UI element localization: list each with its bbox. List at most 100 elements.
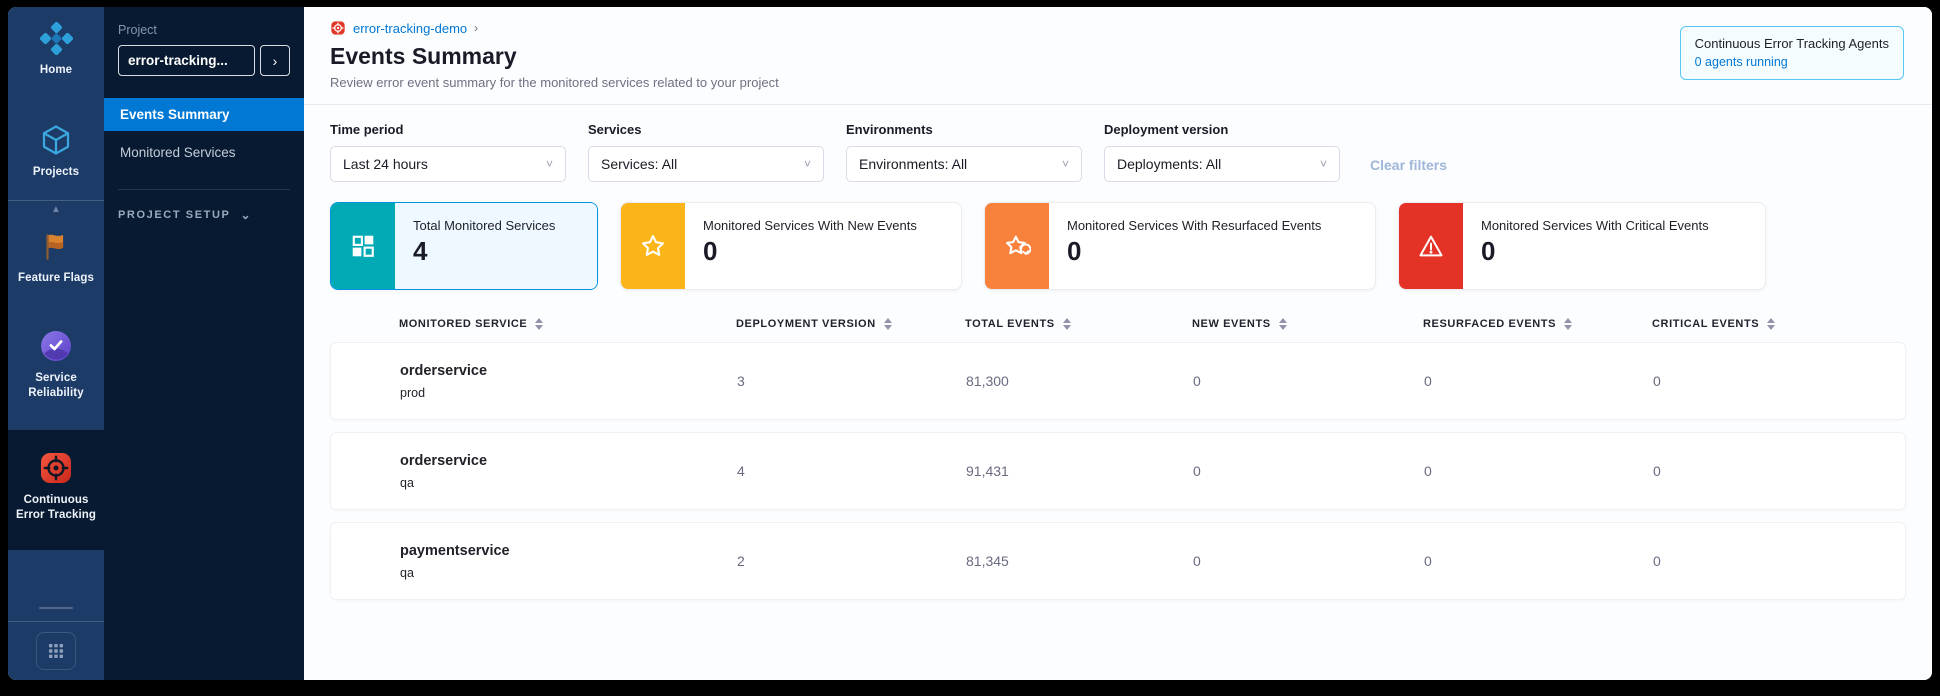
chevron-right-icon: ›	[272, 52, 278, 69]
sort-icon[interactable]	[1062, 318, 1071, 330]
project-selector[interactable]: error-tracking...	[118, 45, 255, 76]
page-subtitle: Review error event summary for the monit…	[330, 75, 779, 90]
card-value: 0	[1067, 236, 1082, 266]
environments-value: Environments: All	[859, 156, 968, 172]
sidebar-item-continuous-error-tracking[interactable]: Continuous Error Tracking	[8, 429, 104, 550]
module-nav-divider	[8, 200, 104, 202]
error-tracking-target-icon	[330, 20, 346, 36]
filter-bar: Time period Last 24 hours ˅ Services Ser…	[304, 105, 1932, 194]
chevron-down-icon: ˅	[545, 157, 553, 171]
sidebar-item-service-reliability[interactable]: Service Reliability	[8, 315, 104, 414]
nav-item-events-summary[interactable]: Events Summary	[104, 98, 304, 131]
collapse-handle[interactable]	[39, 607, 73, 609]
column-header-new-events[interactable]: New Events	[1192, 318, 1423, 330]
sidebar-item-label: Feature Flags	[17, 272, 95, 285]
table-header: Monitored Service Deployment Version Tot…	[330, 318, 1906, 330]
services-select[interactable]: Services: All ˅	[588, 146, 824, 182]
column-label: Monitored Service	[399, 318, 528, 330]
sidebar-item-label: Projects	[32, 165, 80, 178]
warning-triangle-icon	[1417, 232, 1445, 260]
card-value: 0	[703, 236, 718, 266]
service-reliability-icon	[38, 328, 74, 364]
card-value: 0	[1481, 236, 1496, 266]
column-label: Deployment Version	[736, 318, 876, 330]
summary-cards: Total Monitored Services 4 Monitored Ser…	[304, 194, 1932, 306]
services-label: Services	[588, 122, 642, 137]
star-icon	[639, 232, 667, 260]
table-row[interactable]: orderservice prod 3 81,300 0 0 0	[330, 342, 1906, 420]
chevron-down-icon: ˅	[1319, 157, 1327, 171]
card-critical-events[interactable]: Monitored Services With Critical Events …	[1398, 202, 1766, 290]
card-total-monitored-services[interactable]: Total Monitored Services 4	[330, 202, 598, 290]
new-events-value: 0	[1193, 373, 1201, 389]
deployment-version-value: 3	[737, 373, 745, 389]
total-events-value: 91,431	[966, 463, 1009, 479]
sidebar-item-projects[interactable]: Projects	[8, 109, 104, 193]
resurfaced-events-value: 0	[1424, 463, 1432, 479]
page-header: error-tracking-demo › Events Summary Rev…	[304, 7, 1932, 105]
events-table: Monitored Service Deployment Version Tot…	[304, 306, 1932, 600]
module-nav-footer	[8, 597, 104, 680]
new-events-value: 0	[1193, 463, 1201, 479]
sidebar-item-feature-flags[interactable]: Feature Flags	[8, 217, 104, 299]
deployments-value: Deployments: All	[1117, 156, 1222, 172]
deployments-select[interactable]: Deployments: All ˅	[1104, 146, 1340, 182]
service-environment: qa	[400, 565, 414, 580]
deployment-version-value: 4	[737, 463, 745, 479]
service-name: orderservice	[400, 362, 488, 379]
environments-label: Environments	[846, 122, 933, 137]
table-row[interactable]: paymentservice qa 2 81,345 0 0 0	[330, 522, 1906, 600]
nav-item-monitored-services[interactable]: Monitored Services	[120, 145, 236, 160]
column-label: Total Events	[965, 318, 1055, 330]
all-modules-button[interactable]	[36, 632, 76, 670]
service-environment: qa	[400, 475, 414, 490]
module-nav-divider	[8, 621, 104, 622]
sort-icon[interactable]	[1564, 318, 1573, 330]
card-resurfaced-events[interactable]: Monitored Services With Resurfaced Event…	[984, 202, 1376, 290]
project-nav: Project error-tracking... › Events Summa…	[104, 7, 304, 680]
card-label: Monitored Services With Critical Events	[1481, 218, 1709, 233]
project-section-label: Project	[118, 23, 157, 37]
agents-running-link[interactable]: 0 agents running	[1694, 55, 1788, 69]
sidebar-item-label: Home	[39, 64, 73, 76]
scroll-up-icon[interactable]: ▲	[51, 204, 61, 216]
column-label: Critical Events	[1652, 318, 1760, 330]
column-header-total-events[interactable]: Total Events	[965, 318, 1192, 330]
table-row[interactable]: orderservice qa 4 91,431 0 0 0	[330, 432, 1906, 510]
column-label: Resurfaced Events	[1423, 318, 1557, 330]
time-period-label: Time period	[330, 122, 404, 137]
deployment-version-label: Deployment version	[1104, 122, 1229, 137]
column-header-deployment-version[interactable]: Deployment Version	[736, 318, 965, 330]
sort-icon[interactable]	[1278, 318, 1287, 330]
project-setup-toggle[interactable]: PROJECT SETUP ⌄	[118, 208, 290, 222]
new-events-value: 0	[1193, 553, 1201, 569]
clear-filters-button[interactable]: Clear filters	[1370, 157, 1448, 173]
chevron-down-icon: ⌄	[240, 208, 251, 222]
column-header-monitored-service[interactable]: Monitored Service	[399, 318, 736, 330]
column-label: New Events	[1192, 318, 1271, 330]
module-nav: Home Projects ▲ Feature Flags	[8, 7, 104, 680]
environments-select[interactable]: Environments: All ˅	[846, 146, 1082, 182]
project-expand-button[interactable]: ›	[260, 45, 290, 76]
column-header-resurfaced-events[interactable]: Resurfaced Events	[1423, 318, 1652, 330]
card-new-events[interactable]: Monitored Services With New Events 0	[620, 202, 962, 290]
chevron-down-icon: ˅	[1061, 157, 1069, 171]
time-period-select[interactable]: Last 24 hours ˅	[330, 146, 566, 182]
grid-dots-icon	[48, 643, 64, 659]
agents-box-title: Continuous Error Tracking Agents	[1694, 36, 1889, 51]
column-header-critical-events[interactable]: Critical Events	[1652, 318, 1906, 330]
project-menu: Events Summary Monitored Services	[104, 98, 304, 169]
time-period-value: Last 24 hours	[343, 156, 428, 172]
breadcrumb-link[interactable]: error-tracking-demo	[353, 20, 468, 36]
sort-icon[interactable]	[1767, 318, 1776, 330]
sort-icon[interactable]	[883, 318, 892, 330]
sidebar-item-home[interactable]: Home	[8, 7, 104, 91]
agents-status-box[interactable]: Continuous Error Tracking Agents 0 agent…	[1679, 26, 1904, 80]
services-grid-icon	[350, 233, 376, 259]
resurfaced-events-value: 0	[1424, 373, 1432, 389]
sort-icon[interactable]	[535, 318, 544, 330]
chevron-right-icon: ›	[474, 21, 479, 35]
card-label: Monitored Services With Resurfaced Event…	[1067, 218, 1322, 233]
app-window: Home Projects ▲ Feature Flags	[8, 7, 1932, 680]
critical-events-value: 0	[1653, 553, 1661, 569]
